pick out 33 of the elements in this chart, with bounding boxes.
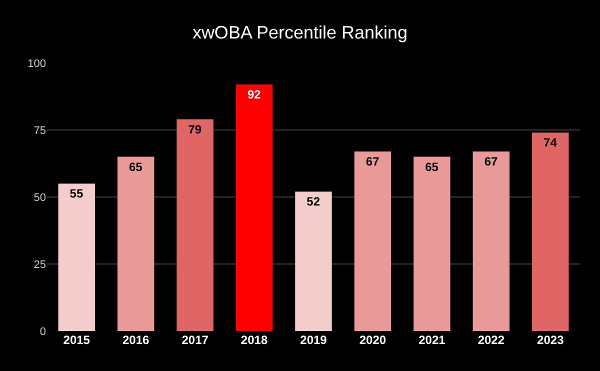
x-tick-label: 2019 <box>300 333 328 347</box>
y-tick-label: 25 <box>34 258 46 271</box>
x-tick-label: 2015 <box>63 333 90 347</box>
x-tick-label: 2017 <box>182 333 209 347</box>
data-label: 74 <box>544 136 558 150</box>
data-label: 65 <box>425 160 439 174</box>
data-label: 92 <box>247 87 262 102</box>
x-tick-label: 2023 <box>537 333 564 347</box>
y-tick-label: 50 <box>34 192 46 204</box>
data-label: 79 <box>188 122 202 136</box>
y-tick-label: 100 <box>28 58 46 70</box>
bar <box>414 156 450 331</box>
data-label: 65 <box>128 160 143 174</box>
y-tick-label: 75 <box>34 124 46 137</box>
x-tick-label: 2022 <box>478 333 505 347</box>
y-tick-label: 0 <box>40 326 46 338</box>
data-label: 52 <box>306 194 320 209</box>
x-tick-label: 2016 <box>122 333 150 347</box>
bar <box>472 151 510 331</box>
x-tick-label: 2020 <box>359 333 386 347</box>
x-tick-label: 2018 <box>240 333 268 347</box>
data-label: 67 <box>484 154 498 168</box>
bar <box>354 151 392 331</box>
chart-title: xwOBA Percentile Ranking <box>192 22 408 43</box>
bar <box>532 132 569 331</box>
data-label: 67 <box>366 154 380 168</box>
bar <box>176 119 214 331</box>
bar <box>58 184 95 331</box>
bar <box>236 84 273 331</box>
data-label: 55 <box>70 186 84 201</box>
x-tick-label: 2021 <box>418 333 446 347</box>
bar <box>295 192 332 331</box>
bar <box>117 156 154 331</box>
